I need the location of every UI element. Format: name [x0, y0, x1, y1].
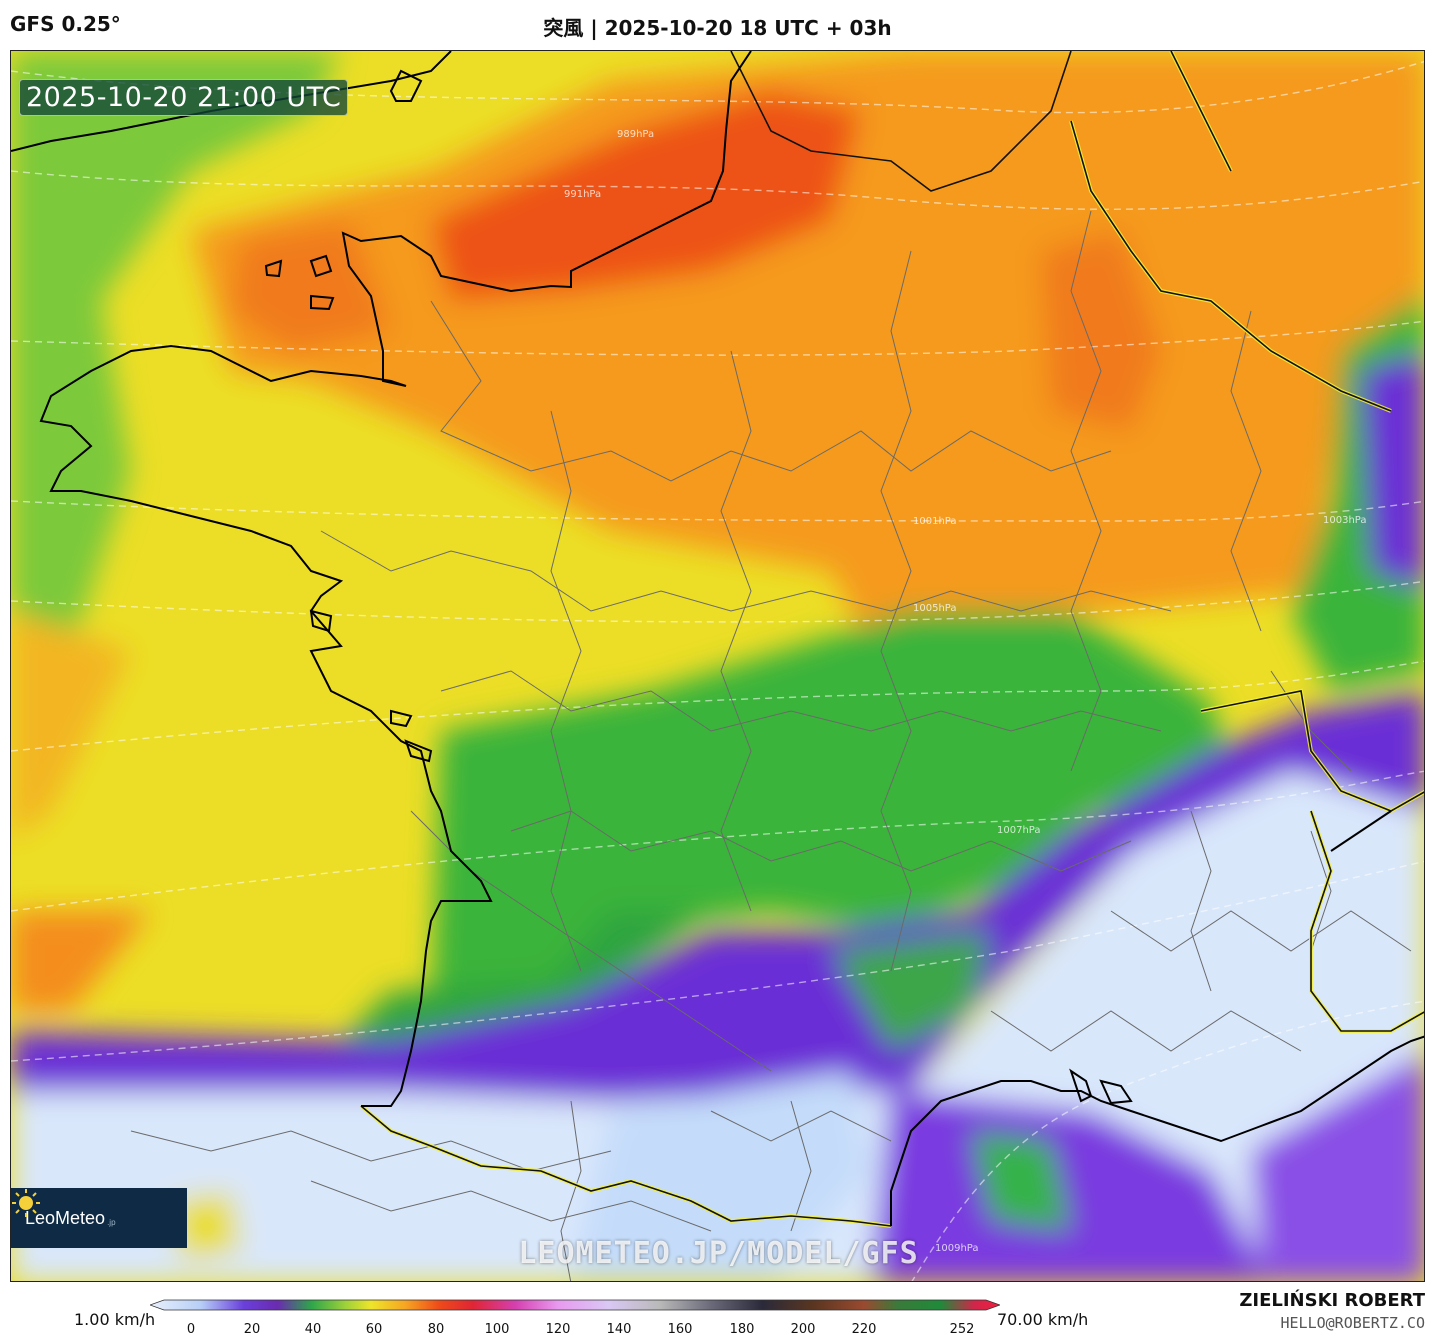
author-name: ZIELIŃSKI ROBERT	[1239, 1290, 1425, 1311]
isobar-label: 1007hPa	[997, 825, 1041, 836]
logo-suffix: .jp	[107, 1217, 116, 1227]
isobar-label: 1009hPa	[935, 1243, 979, 1254]
isobar-label: 1001hPa	[913, 516, 957, 527]
isobar-label: 989hPa	[617, 129, 654, 140]
legend-tick: 120	[545, 1322, 571, 1337]
legend-tick: 200	[790, 1322, 816, 1337]
site-watermark: LEOMETEO.JP/MODEL/GFS	[518, 1236, 919, 1271]
legend-tick: 20	[243, 1322, 261, 1337]
legend-tick: 140	[606, 1322, 632, 1337]
isobar-label: 1003hPa	[1323, 515, 1367, 526]
national-borders	[360, 51, 1424, 1227]
legend-ticks: 0 20 40 60 80 100 120 140 160 180 200 22…	[0, 1322, 1435, 1338]
legend-tick: 180	[729, 1322, 755, 1337]
legend-tick: 220	[851, 1322, 877, 1337]
legend-tick: 60	[365, 1322, 383, 1337]
gust-map[interactable]: 989hPa 991hPa 1001hPa 1003hPa 1005hPa 10…	[10, 50, 1425, 1282]
model-name: GFS 0.25°	[10, 12, 121, 36]
map-title: 突風 | 2025-10-20 18 UTC + 03h	[543, 16, 892, 40]
legend-tick: 252	[949, 1322, 975, 1337]
legend-tick: 40	[304, 1322, 322, 1337]
author-email[interactable]: HELLO@ROBERTZ.CO	[1280, 1314, 1426, 1332]
isobar-labels: 989hPa 991hPa 1001hPa 1003hPa 1005hPa 10…	[564, 129, 1367, 1254]
legend-tick: 160	[667, 1322, 693, 1337]
valid-time-label: 2025-10-20 21:00 UTC	[19, 79, 349, 116]
legend-tick: 80	[427, 1322, 445, 1337]
legend-tick: 0	[186, 1322, 196, 1337]
wind-gust-field: 989hPa 991hPa 1001hPa 1003hPa 1005hPa 10…	[11, 51, 1424, 1281]
isobar-label: 991hPa	[564, 189, 601, 200]
legend-colorbar	[150, 1299, 1000, 1311]
leometeo-logo[interactable]: LeoMeteo .jp	[11, 1188, 187, 1248]
legend-tick: 100	[484, 1322, 510, 1337]
isobar-label: 1005hPa	[913, 603, 957, 614]
islands	[264, 254, 1133, 1105]
sun-icon	[12, 1189, 40, 1217]
logo-name: LeoMeteo	[25, 1207, 106, 1228]
legend-max-label: 70.00 km/h	[997, 1310, 1089, 1329]
legend-min-label: 1.00 km/h	[74, 1310, 156, 1329]
